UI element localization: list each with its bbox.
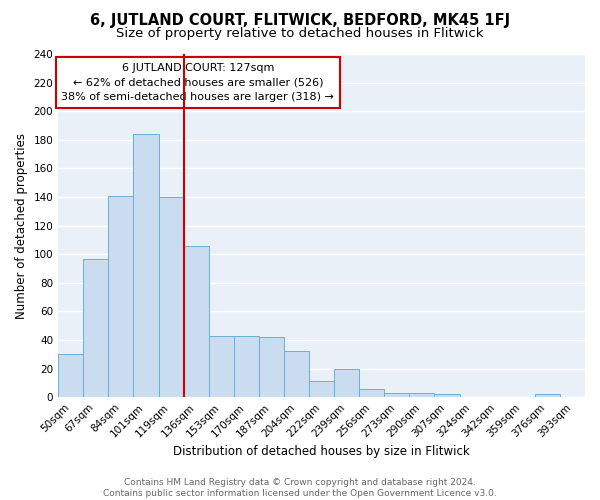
Bar xyxy=(259,337,284,397)
Bar xyxy=(158,197,184,397)
Text: Size of property relative to detached houses in Flitwick: Size of property relative to detached ho… xyxy=(116,28,484,40)
Bar xyxy=(334,368,359,397)
Text: Contains HM Land Registry data © Crown copyright and database right 2024.
Contai: Contains HM Land Registry data © Crown c… xyxy=(103,478,497,498)
Bar xyxy=(234,336,259,397)
Bar xyxy=(209,336,234,397)
Bar xyxy=(284,352,309,397)
Text: 6 JUTLAND COURT: 127sqm
← 62% of detached houses are smaller (526)
38% of semi-d: 6 JUTLAND COURT: 127sqm ← 62% of detache… xyxy=(61,62,334,102)
Text: 6, JUTLAND COURT, FLITWICK, BEDFORD, MK45 1FJ: 6, JUTLAND COURT, FLITWICK, BEDFORD, MK4… xyxy=(90,12,510,28)
Bar xyxy=(58,354,83,397)
Bar xyxy=(385,393,409,397)
Bar xyxy=(535,394,560,397)
Bar xyxy=(409,393,434,397)
Y-axis label: Number of detached properties: Number of detached properties xyxy=(15,132,28,318)
Bar xyxy=(133,134,158,397)
Bar xyxy=(184,246,209,397)
Bar xyxy=(309,382,334,397)
Bar xyxy=(83,258,109,397)
Bar xyxy=(359,388,385,397)
Bar xyxy=(109,196,133,397)
Bar xyxy=(434,394,460,397)
X-axis label: Distribution of detached houses by size in Flitwick: Distribution of detached houses by size … xyxy=(173,444,470,458)
